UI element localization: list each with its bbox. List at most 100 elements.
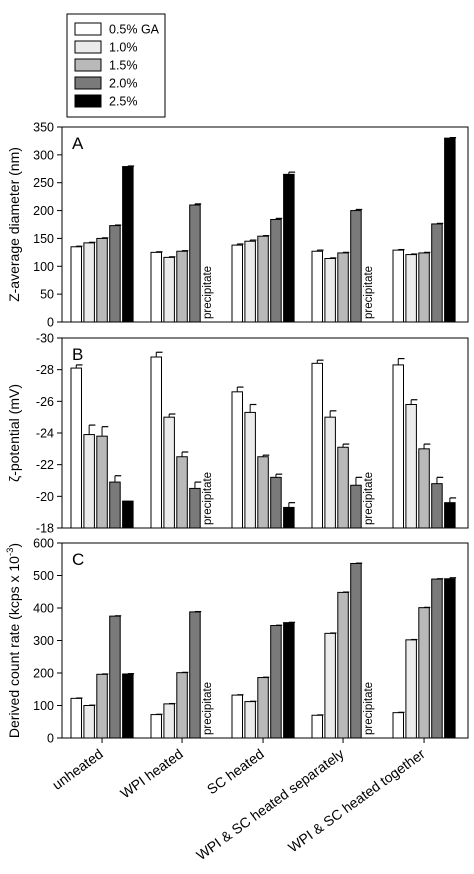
- x-tick-label: unheated: [49, 745, 106, 792]
- y-tick-label: -18: [36, 522, 54, 536]
- bar: [283, 506, 295, 529]
- bar: [176, 672, 188, 739]
- y-axis-label: Z-average diameter (nm): [6, 147, 22, 302]
- legend-swatch: [74, 94, 102, 108]
- y-tick-label: 400: [33, 602, 54, 616]
- bar: [324, 632, 336, 739]
- y-axis-label: ζ-potential (mV): [6, 384, 22, 482]
- bar: [257, 235, 269, 323]
- bar: [244, 411, 256, 529]
- bar: [96, 673, 108, 739]
- bar: [418, 448, 430, 529]
- bar: [405, 254, 417, 323]
- bar: [418, 607, 430, 739]
- legend-swatch: [74, 22, 102, 36]
- legend-label: 1.5%: [109, 59, 138, 73]
- bar: [109, 615, 121, 739]
- bar: [405, 639, 417, 739]
- bar: [109, 225, 121, 323]
- bar: [231, 694, 243, 739]
- legend-label: 1.0%: [109, 41, 138, 55]
- bar: [444, 502, 456, 529]
- bar: [270, 218, 282, 323]
- bar: [83, 242, 95, 323]
- bar: [405, 404, 417, 529]
- legend-label: 0.5% GA: [109, 23, 160, 37]
- precipitate-label: precipitate: [202, 266, 214, 319]
- y-tick-label: -22: [36, 458, 54, 472]
- y-tick-label: 100: [33, 260, 54, 274]
- bar: [231, 391, 243, 529]
- y-axis-label-text: Derived count rate (kcps x 10: [6, 556, 22, 738]
- bar: [283, 622, 295, 739]
- x-tick-label: WPI & SC heated together: [285, 745, 428, 855]
- bar: [431, 578, 443, 739]
- y-axis-label-close: ): [6, 543, 22, 548]
- x-tick-label: WPI & SC heated separately: [193, 745, 347, 863]
- bar: [350, 210, 362, 323]
- bar: [163, 256, 175, 323]
- precipitate-label: precipitate: [202, 682, 214, 735]
- bar: [189, 611, 201, 739]
- y-tick-label: 250: [33, 176, 54, 190]
- panel-c: 0 100 200 300 400 500 600 C Derived count rate (…: [5, 537, 469, 746]
- bar: [337, 591, 349, 739]
- precipitate-label: precipitate: [363, 472, 375, 525]
- bar: [96, 237, 108, 323]
- bar: [270, 476, 282, 529]
- bar: [350, 562, 362, 739]
- bar: [109, 481, 121, 529]
- y-tick-label: -20: [36, 490, 54, 504]
- bar: [176, 250, 188, 323]
- precipitate-label: precipitate: [363, 266, 375, 319]
- bar: [176, 456, 188, 529]
- panel-letter: B: [72, 345, 83, 364]
- bar: [418, 252, 430, 323]
- bar: [444, 137, 456, 323]
- y-tick-label: 300: [33, 148, 54, 162]
- y-tick-label: 100: [33, 699, 54, 713]
- y-tick-label: -24: [36, 427, 54, 441]
- y-axis-label-text: Z-average diameter (nm): [6, 147, 22, 302]
- bar: [83, 705, 95, 739]
- bar: [150, 714, 162, 739]
- bar: [337, 252, 349, 323]
- bar: [311, 250, 323, 323]
- y-axis-label-sup: -3: [5, 548, 16, 556]
- bar: [431, 223, 443, 323]
- y-axis-label-text: ζ-potential (mV): [6, 384, 22, 482]
- y-tick-label: -26: [36, 395, 54, 409]
- panels: 0 50 100 150 200 250 300 350 A Z-average diameter…: [5, 121, 469, 746]
- panel-b: -18 -20 -22 -24 -26 -28 -30 Bζ-potential (mV) pr…: [6, 332, 469, 536]
- y-tick-label: 50: [40, 288, 54, 302]
- legend-label: 2.5%: [109, 95, 138, 109]
- legend-swatch: [74, 40, 102, 54]
- bar: [350, 484, 362, 529]
- y-tick-label: -30: [36, 332, 54, 346]
- bar: [283, 173, 295, 323]
- bar: [337, 446, 349, 529]
- y-tick-label: 200: [33, 667, 54, 681]
- bar: [122, 166, 134, 323]
- legend-label: 2.0%: [109, 77, 138, 91]
- bar: [444, 578, 456, 739]
- bar: [189, 487, 201, 529]
- y-tick-label: 600: [33, 537, 54, 551]
- bar: [244, 240, 256, 323]
- bar: [122, 673, 134, 739]
- y-tick-label: 300: [33, 634, 54, 648]
- bar: [311, 362, 323, 529]
- y-tick-label: 0: [47, 316, 54, 330]
- bar: [163, 703, 175, 739]
- bar: [231, 244, 243, 323]
- bar: [163, 416, 175, 529]
- bar: [257, 677, 269, 739]
- y-tick-label: 200: [33, 204, 54, 218]
- bar: [70, 697, 82, 739]
- panel-a: 0 50 100 150 200 250 300 350 A Z-average diameter…: [6, 121, 469, 330]
- bar: [150, 356, 162, 529]
- bar: [311, 714, 323, 739]
- panel-letter: A: [72, 134, 84, 153]
